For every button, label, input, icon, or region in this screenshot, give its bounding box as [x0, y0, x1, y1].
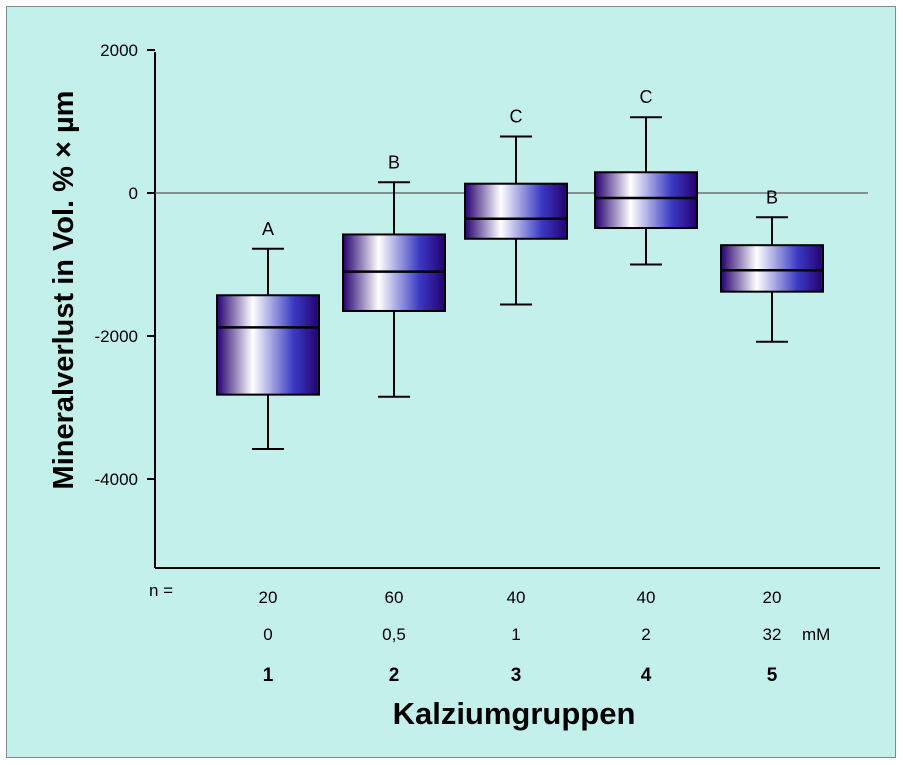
n-value: 40 — [507, 588, 526, 607]
group-number: 4 — [641, 665, 652, 686]
y-tick-label: 0 — [129, 184, 138, 203]
group-number: 2 — [389, 665, 400, 686]
y-axis-title: Mineralverlust in Vol. % × µm — [48, 91, 80, 490]
significance-letter: B — [388, 152, 400, 172]
concentration-value: 2 — [641, 625, 650, 644]
iqr-box — [594, 171, 698, 230]
iqr-box — [720, 244, 824, 293]
concentration-value: 1 — [511, 625, 520, 644]
n-value: 20 — [763, 588, 782, 607]
group-number: 1 — [263, 665, 274, 686]
box-group-5 — [720, 216, 824, 343]
y-tick-label: -2000 — [95, 327, 138, 346]
iqr-box — [216, 294, 320, 396]
box-group-2 — [342, 181, 446, 398]
significance-letter: C — [510, 107, 523, 127]
concentration-value: 0,5 — [382, 625, 406, 644]
y-tick-label: 2000 — [100, 41, 138, 60]
y-tick-label: -4000 — [95, 470, 138, 489]
unit-label: mM — [802, 625, 830, 644]
box-group-4 — [594, 116, 698, 266]
significance-letter: C — [640, 87, 653, 107]
significance-letter: B — [766, 187, 778, 207]
concentration-value: 0 — [263, 625, 272, 644]
iqr-box — [464, 182, 568, 240]
n-value: 20 — [259, 588, 278, 607]
box-group-3 — [464, 135, 568, 306]
n-value: 40 — [637, 588, 656, 607]
x-axis-title: Kalziumgruppen — [393, 696, 636, 731]
n-row-label: n = — [149, 581, 173, 600]
box-group-1 — [216, 247, 320, 450]
group-number: 3 — [511, 665, 522, 686]
concentration-value: 32 — [763, 625, 782, 644]
n-value: 60 — [385, 588, 404, 607]
group-number: 5 — [767, 665, 778, 686]
significance-letter: A — [262, 219, 274, 239]
